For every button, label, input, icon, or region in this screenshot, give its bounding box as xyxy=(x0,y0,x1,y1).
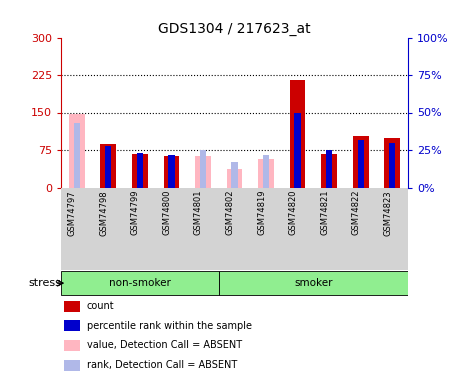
Bar xyxy=(132,153,148,188)
Text: GSM74797: GSM74797 xyxy=(68,190,77,236)
Text: smoker: smoker xyxy=(294,278,333,288)
Bar xyxy=(164,156,179,188)
Title: GDS1304 / 217623_at: GDS1304 / 217623_at xyxy=(158,22,311,36)
Bar xyxy=(263,154,269,188)
Bar xyxy=(385,138,400,188)
Text: GSM74802: GSM74802 xyxy=(226,190,234,236)
Bar xyxy=(326,150,333,188)
Text: rank, Detection Call = ABSENT: rank, Detection Call = ABSENT xyxy=(87,360,237,370)
Bar xyxy=(290,80,305,188)
Bar xyxy=(74,123,80,188)
Text: GSM74799: GSM74799 xyxy=(131,190,140,236)
Text: GSM74819: GSM74819 xyxy=(257,190,266,236)
Bar xyxy=(69,114,84,188)
Text: non-smoker: non-smoker xyxy=(109,278,171,288)
Bar xyxy=(195,156,211,188)
Bar xyxy=(321,153,337,188)
Bar xyxy=(231,162,238,188)
Bar xyxy=(64,301,80,312)
Text: GSM74822: GSM74822 xyxy=(352,190,361,236)
Text: GSM74801: GSM74801 xyxy=(194,190,203,236)
Text: GSM74800: GSM74800 xyxy=(162,190,171,236)
Bar xyxy=(61,272,219,295)
Text: count: count xyxy=(87,301,114,311)
Bar xyxy=(227,168,242,188)
Bar xyxy=(219,272,408,295)
Bar xyxy=(258,159,274,188)
Bar xyxy=(105,146,112,188)
Text: GSM74820: GSM74820 xyxy=(288,190,298,236)
Bar xyxy=(100,144,116,188)
Bar xyxy=(136,153,143,188)
Bar xyxy=(64,320,80,331)
Bar xyxy=(389,142,395,188)
Text: percentile rank within the sample: percentile rank within the sample xyxy=(87,321,252,331)
Text: value, Detection Call = ABSENT: value, Detection Call = ABSENT xyxy=(87,340,242,351)
Bar xyxy=(295,112,301,188)
Text: stress: stress xyxy=(28,278,61,288)
Text: GSM74821: GSM74821 xyxy=(320,190,329,236)
Bar xyxy=(353,136,369,188)
Bar xyxy=(357,140,364,188)
Text: GSM74798: GSM74798 xyxy=(99,190,108,236)
Bar xyxy=(64,360,80,370)
Bar xyxy=(200,150,206,188)
Bar xyxy=(64,340,80,351)
Text: GSM74823: GSM74823 xyxy=(383,190,392,236)
Bar xyxy=(168,154,174,188)
